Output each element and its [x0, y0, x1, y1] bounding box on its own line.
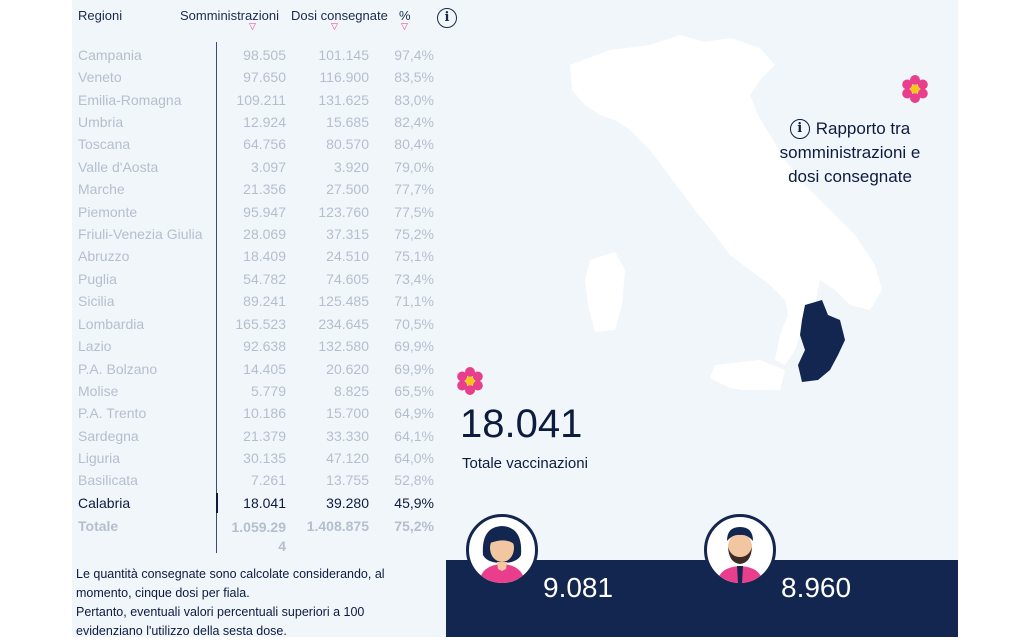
header-somministrazioni[interactable]: Somministrazioni [180, 8, 279, 23]
male-count: 8.960 [781, 572, 852, 603]
table-row[interactable]: Campania 98.505 101.145 97,4% [78, 47, 434, 63]
sort-arrow-icon[interactable]: ▽ [401, 21, 408, 31]
table-row[interactable]: Lazio 92.638 132.580 69,9% [78, 338, 434, 354]
woman-avatar-icon [466, 514, 538, 586]
gender-band [446, 560, 958, 637]
info-icon[interactable]: i [789, 119, 810, 139]
table-row[interactable]: Veneto 97.650 116.900 83,5% [78, 69, 434, 85]
table-row[interactable]: Piemonte 95.947 123.760 77,5% [78, 204, 434, 220]
column-divider [216, 42, 217, 553]
table-row[interactable]: Umbria 12.924 15.685 82,4% [78, 114, 434, 130]
sort-arrow-icon[interactable]: ▽ [249, 21, 256, 31]
ratio-label: i Rapporto tra somministrazioni e dosi co… [779, 119, 921, 186]
table-row[interactable]: Emilia-Romagna 109.211 131.625 83,0% [78, 92, 434, 108]
table-row[interactable]: Puglia 54.782 74.605 73,4% [78, 271, 434, 287]
selected-row-marker [216, 493, 218, 513]
sort-arrow-icon[interactable]: ▽ [331, 21, 338, 31]
flower-icon [902, 75, 928, 103]
table-row[interactable]: Molise 5.779 8.825 65,5% [78, 383, 434, 399]
table-panel [72, 0, 446, 637]
table-row[interactable]: P.A. Bolzano 14.405 20.620 69,9% [78, 361, 434, 377]
total-vaccinations-value: 18.041 [460, 402, 583, 446]
flower-icon [457, 367, 483, 395]
table-row[interactable]: Liguria 30.135 47.120 64,0% [78, 450, 434, 466]
table-row-selected[interactable]: Calabria 18.041 39.280 45,9% [78, 495, 434, 511]
table-total-row: Totale 1.059.29 4 1.408.875 75,2% [78, 518, 434, 554]
table-row[interactable]: Marche 21.356 27.500 77,7% [78, 181, 434, 197]
header-percent[interactable]: % [399, 8, 411, 23]
header-regioni: Regioni [78, 8, 123, 23]
calabria-region [798, 300, 845, 382]
table-row[interactable]: Toscana 64.756 80.570 80,4% [78, 136, 434, 152]
info-icon[interactable]: i [437, 8, 457, 28]
man-avatar-icon [704, 514, 776, 586]
table-row[interactable]: Lombardia 165.523 234.645 70,5% [78, 316, 434, 332]
header-dosi-consegnate[interactable]: Dosi consegnate [291, 8, 388, 23]
sicily [710, 360, 785, 390]
total-vaccinations-label: Totale vaccinazioni [462, 455, 588, 472]
table-row[interactable]: Friuli-Venezia Giulia 28.069 37.315 75,2% [78, 226, 434, 242]
table-row[interactable]: Sicilia 89.241 125.485 71,1% [78, 293, 434, 309]
italy-map[interactable] [530, 20, 910, 390]
footnote: Le quantità consegnate sono calcolate co… [76, 567, 385, 638]
table-row[interactable]: Basilicata 7.261 13.755 52,8% [78, 472, 434, 488]
table-row[interactable]: Sardegna 21.379 33.330 64,1% [78, 428, 434, 444]
italy-mainland [570, 35, 882, 365]
table-row[interactable]: Valle d'Aosta 3.097 3.920 79,0% [78, 159, 434, 175]
table-row[interactable]: P.A. Trento 10.186 15.700 64,9% [78, 405, 434, 421]
female-count: 9.081 [543, 572, 614, 603]
sardinia [585, 252, 625, 332]
table-row[interactable]: Abruzzo 18.409 24.510 75,1% [78, 248, 434, 264]
